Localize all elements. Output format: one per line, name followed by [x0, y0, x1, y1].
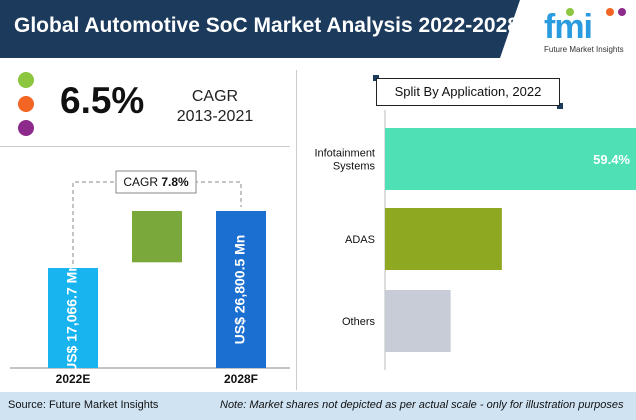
- tick-label-2022E: 2022E: [56, 372, 91, 386]
- cagr-bracket: [72, 181, 242, 265]
- svg-text:fmi: fmi: [544, 8, 592, 46]
- bar-value-label: US$ 17,066.7 Mn: [64, 263, 80, 373]
- cagr-label: CAGR: [191, 88, 239, 105]
- cagr-annotation-value: 7.8%: [161, 175, 189, 189]
- orange-dot-icon: [18, 96, 34, 112]
- svg-text:Future Market Insights: Future Market Insights: [544, 45, 624, 54]
- cagr-annotation: CAGR 7.8%: [123, 175, 189, 189]
- source-text: Source: Future Market Insights: [8, 399, 159, 411]
- category-label-line: ADAS: [345, 234, 375, 246]
- bar-value-label: US$ 26,800.5 Mn: [232, 235, 248, 345]
- bar-infotainment-systems: [385, 128, 636, 190]
- tick-label-2028F: 2028F: [224, 372, 258, 386]
- bar-2028F: [216, 211, 266, 368]
- green-dot-icon: [18, 72, 34, 88]
- page-title: Global Automotive SoC Market Analysis 20…: [14, 14, 519, 37]
- increment-bar: [132, 211, 182, 263]
- bar-2022E: [48, 268, 98, 368]
- purple-dot-icon: [18, 120, 34, 136]
- bar-adas: [385, 208, 502, 270]
- note-text: Note: Market shares not depicted as per …: [220, 399, 624, 411]
- application-split-chart: Infotainment Systems 59.4% ADAS Others: [314, 110, 636, 370]
- data-label: 59.4%: [593, 152, 630, 167]
- category-label: ADAS: [345, 234, 375, 246]
- cagr-annotation-label: CAGR: [123, 175, 161, 189]
- category-label-line: Others: [342, 316, 376, 328]
- cagr-value: 6.5%: [60, 80, 145, 121]
- horizontal-divider: [0, 146, 290, 147]
- category-label: Others: [342, 316, 376, 328]
- cagr-annotation-box: [115, 170, 197, 194]
- bar-others: [385, 290, 451, 352]
- category-label-line: Systems: [333, 161, 376, 173]
- footer-bar: [0, 392, 636, 420]
- category-label: Infotainment Systems: [314, 148, 375, 173]
- fmi-logo: fmi Future Market Insights: [544, 8, 626, 54]
- split-box-corner-br: [557, 103, 563, 109]
- vertical-divider: [296, 70, 297, 390]
- header-banner: [0, 0, 636, 58]
- category-label-line: Infotainment: [314, 148, 375, 160]
- split-chart-title: Split By Application, 2022: [376, 78, 560, 106]
- cagr-period: 2013-2021: [176, 108, 254, 125]
